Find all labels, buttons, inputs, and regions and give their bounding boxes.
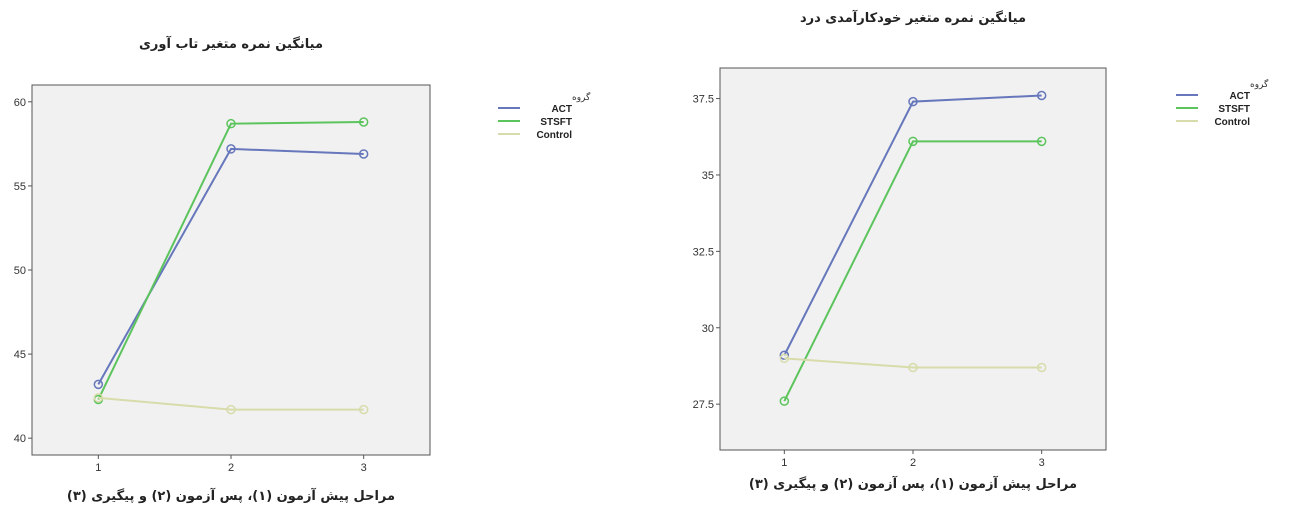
y-tick-label: 55 bbox=[14, 181, 26, 193]
data-point-control bbox=[358, 404, 369, 415]
data-point-act bbox=[358, 149, 369, 159]
data-point-control bbox=[779, 353, 790, 364]
data-point-stsft bbox=[908, 136, 918, 147]
chart-title: میانگین نمره متغیر تاب آوری bbox=[139, 35, 323, 52]
data-point-stsft bbox=[358, 117, 369, 127]
data-point-control bbox=[93, 393, 104, 403]
x-tick-label: 3 bbox=[361, 462, 367, 474]
legend-label-act: ACT bbox=[1229, 91, 1250, 102]
data-point-stsft bbox=[1036, 136, 1047, 147]
y-tick-label: 32.5 bbox=[693, 246, 714, 258]
legend-label-stsft: STSFT bbox=[1218, 104, 1250, 115]
x-tick-label: 2 bbox=[910, 457, 916, 469]
series-line-stsft bbox=[783, 140, 1042, 402]
data-point-act bbox=[93, 379, 104, 390]
data-point-control bbox=[226, 404, 236, 415]
x-tick-label: 2 bbox=[228, 462, 234, 474]
x-tick-label: 3 bbox=[1039, 457, 1045, 469]
legend-title: گروه bbox=[1250, 78, 1269, 90]
series-line-control bbox=[98, 396, 364, 411]
legend-label-control: Control bbox=[536, 130, 572, 141]
data-point-control bbox=[1036, 362, 1047, 373]
resilience-chart: میانگین نمره متغیر تاب آوری 40 45 50 55 60 1 2 3… bbox=[14, 35, 591, 504]
x-tick-label: 1 bbox=[781, 457, 787, 469]
data-point-act bbox=[908, 96, 918, 107]
legend-title: گروه bbox=[572, 91, 591, 103]
plot-area bbox=[31, 84, 431, 456]
data-point-act bbox=[1036, 90, 1047, 101]
series-line-control bbox=[784, 357, 1042, 369]
series-line-act bbox=[783, 94, 1042, 356]
data-point-control bbox=[908, 362, 918, 373]
y-tick-label: 27.5 bbox=[693, 399, 714, 411]
series-line-stsft bbox=[97, 121, 364, 400]
y-tick-label: 35 bbox=[702, 170, 714, 182]
legend-label-control: Control bbox=[1214, 117, 1250, 128]
y-tick-label: 60 bbox=[14, 97, 26, 109]
plot-area bbox=[719, 67, 1107, 451]
legend-label-stsft: STSFT bbox=[540, 117, 572, 128]
pain-self-efficacy-chart: میانگین نمره متغیر خودکارآمدی درد 27.5 30 3… bbox=[693, 9, 1269, 492]
x-axis-label: مراحل پیش آزمون (۱)، پس آزمون (۲) و پیگی… bbox=[749, 475, 1077, 492]
y-tick-label: 40 bbox=[14, 433, 26, 445]
legend-label-act: ACT bbox=[551, 104, 572, 115]
y-tick-label: 37.5 bbox=[693, 94, 714, 106]
y-tick-label: 30 bbox=[702, 323, 714, 335]
chart-title: میانگین نمره متغیر خودکارآمدی درد bbox=[800, 9, 1026, 26]
x-axis-label: مراحل پیش آزمون (۱)، پس آزمون (۲) و پیگی… bbox=[67, 487, 395, 504]
x-tick-label: 1 bbox=[95, 462, 101, 474]
y-tick-label: 45 bbox=[14, 349, 26, 361]
data-point-stsft bbox=[779, 396, 790, 406]
data-point-stsft bbox=[226, 118, 236, 129]
data-point-act bbox=[226, 144, 236, 154]
y-tick-label: 50 bbox=[14, 265, 26, 277]
